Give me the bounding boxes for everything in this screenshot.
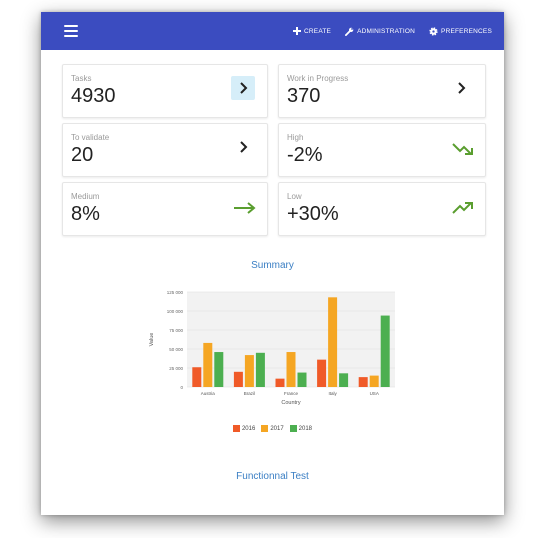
- bar: [275, 378, 285, 387]
- card-label: Medium: [71, 192, 100, 201]
- x-tick-label: France: [284, 391, 299, 396]
- y-tick-label: 50 000: [169, 347, 183, 352]
- top-nav: CREATE ADMINISTRATION PREFERENCES: [293, 12, 492, 50]
- card-tasks: Tasks 4930: [62, 64, 268, 118]
- summary-title: Summary: [251, 260, 294, 271]
- legend-swatch: [261, 425, 269, 432]
- bar: [339, 373, 349, 387]
- trending-down-icon: [452, 143, 473, 155]
- y-tick-label: 0: [180, 385, 183, 390]
- app-window: CREATE ADMINISTRATION PREFERENCES Tasks …: [41, 12, 504, 515]
- chevron-right-icon[interactable]: [231, 135, 255, 159]
- legend-label: 2018: [298, 425, 313, 432]
- summary-chart: 125 000 100 000 75 000 50 000 25 000 0 Austria…: [143, 288, 403, 418]
- legend-swatch: [232, 425, 240, 432]
- y-axis-label: Value: [149, 333, 155, 347]
- y-tick-label: 25 000: [169, 366, 183, 371]
- x-tick-label: USA: [370, 391, 379, 396]
- legend-swatch: [289, 425, 297, 432]
- card-work-in-progress: Work in Progress 370: [278, 64, 486, 118]
- gear-icon: [429, 26, 438, 36]
- app-bar: CREATE ADMINISTRATION PREFERENCES: [41, 12, 504, 50]
- trending-up-icon: [452, 202, 473, 214]
- chart-svg: 125 000 100 000 75 000 50 000 25 000 0 Austria…: [149, 290, 395, 406]
- administration-label: ADMINISTRATION: [357, 27, 416, 35]
- card-value: 8%: [71, 203, 100, 225]
- functional-test-title: Functionnal Test: [236, 471, 309, 482]
- menu-icon[interactable]: [64, 25, 78, 37]
- administration-button[interactable]: ADMINISTRATION: [345, 27, 415, 36]
- create-button[interactable]: CREATE: [293, 27, 331, 35]
- bar: [328, 297, 338, 387]
- card-label: Tasks: [71, 74, 92, 83]
- card-medium: Medium 8%: [62, 182, 268, 236]
- y-tick-label: 100 000: [167, 309, 184, 314]
- card-label: Work in Progress: [287, 74, 349, 83]
- card-value: +30%: [287, 203, 339, 225]
- preferences-label: PREFERENCES: [441, 27, 492, 35]
- bar: [255, 352, 265, 387]
- bar: [358, 377, 368, 387]
- bar: [203, 342, 213, 387]
- x-tick-label: Austria: [201, 391, 216, 396]
- bar: [233, 371, 243, 387]
- card-to-validate: To validate 20: [62, 123, 268, 177]
- card-value: 4930: [71, 85, 116, 107]
- legend-label: 2016: [241, 425, 256, 432]
- bar: [244, 355, 254, 387]
- bar: [214, 352, 224, 387]
- bar: [286, 352, 296, 387]
- card-high: High -2%: [278, 123, 486, 177]
- bar: [380, 315, 390, 387]
- bar: [192, 367, 202, 387]
- legend-item[interactable]: 2017: [261, 425, 284, 432]
- y-tick-label: 125 000: [167, 290, 184, 295]
- chevron-right-icon[interactable]: [449, 76, 473, 100]
- card-value: 370: [287, 85, 321, 107]
- create-label: CREATE: [304, 27, 332, 35]
- arrow-right-icon: [234, 202, 256, 214]
- card-label: To validate: [71, 133, 110, 142]
- plus-icon: [293, 27, 301, 35]
- x-tick-label: Italy: [328, 391, 337, 396]
- bar: [297, 372, 307, 387]
- x-tick-label: Brazil: [244, 391, 255, 396]
- legend-label: 2017: [270, 425, 284, 432]
- preferences-button[interactable]: PREFERENCES: [429, 26, 492, 36]
- chart-legend: 2016 2017 2018: [41, 425, 504, 432]
- card-value: 20: [71, 144, 94, 166]
- card-low: Low +30%: [278, 182, 486, 236]
- legend-item[interactable]: 2016: [232, 425, 256, 432]
- wrench-icon: [345, 27, 354, 36]
- bar: [369, 375, 379, 387]
- y-tick-label: 75 000: [169, 328, 183, 333]
- x-axis-label: Country: [281, 400, 301, 406]
- chevron-right-icon[interactable]: [231, 76, 255, 100]
- card-value: -2%: [287, 144, 323, 166]
- legend-item[interactable]: 2018: [289, 425, 313, 432]
- card-label: High: [287, 133, 304, 142]
- card-label: Low: [287, 192, 302, 201]
- bar: [317, 359, 327, 387]
